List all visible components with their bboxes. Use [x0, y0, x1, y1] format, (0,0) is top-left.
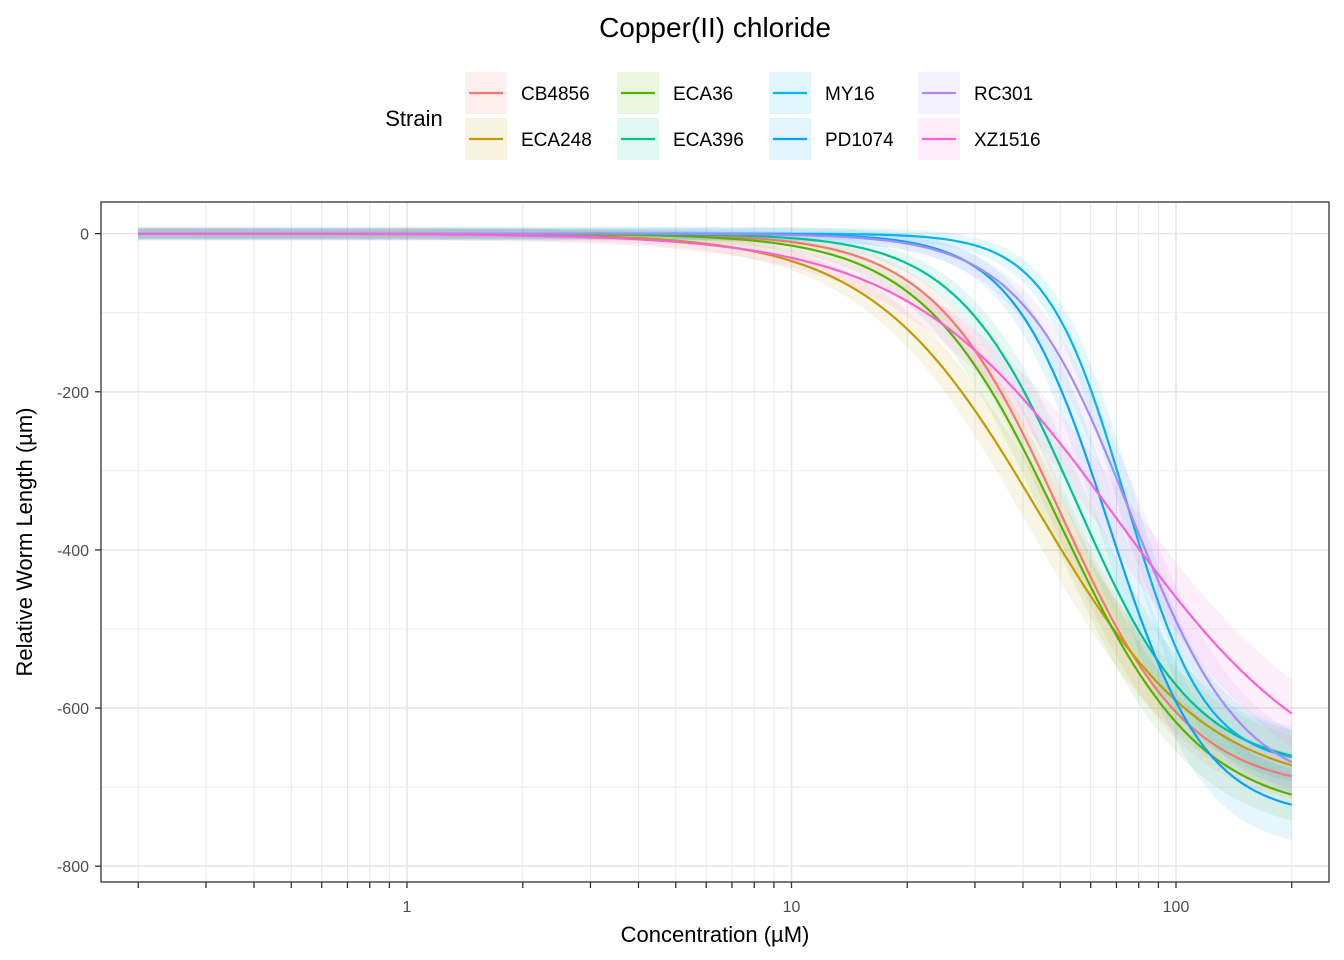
- legend-label-cb4856: CB4856: [521, 84, 590, 105]
- x-tick-label: 1: [403, 899, 412, 916]
- series-line-xz1516: [138, 232, 1293, 715]
- y-tick-label: -200: [57, 385, 89, 402]
- legend-label-my16: MY16: [825, 84, 875, 105]
- x-tick-label: 10: [783, 899, 801, 916]
- y-axis-title: Relative Worm Length (µm): [12, 407, 37, 676]
- legend-title: Strain: [385, 106, 442, 131]
- legend-label-xz1516: XZ1516: [974, 130, 1041, 151]
- legend-label-rc301: RC301: [974, 84, 1033, 105]
- legend-label-eca36: ECA36: [673, 84, 733, 105]
- chart-title: Copper(II) chloride: [599, 12, 831, 43]
- panel-border: [100, 201, 1330, 883]
- plot-panel: [101, 202, 1329, 882]
- series-lines: [138, 232, 1293, 806]
- x-axis-title: Concentration (µM): [621, 922, 810, 947]
- y-tick-label: -600: [57, 701, 89, 718]
- x-tick-label: 100: [1163, 899, 1190, 916]
- confidence-band-eca396: [138, 228, 1292, 782]
- grid: [101, 202, 1329, 882]
- plot-background: [101, 202, 1329, 882]
- y-tick-label: -800: [57, 859, 89, 876]
- y-tick-label: 0: [80, 227, 89, 244]
- legend: Strain CB4856 ECA248 ECA36 ECA396 MY16 PD1074…: [385, 72, 1041, 160]
- y-tick-label: -400: [57, 543, 89, 560]
- legend-label-eca248: ECA248: [521, 130, 592, 151]
- axes: 0 -200 -400 -600 -800 1 10 100: [57, 227, 1293, 916]
- plot-frame: [100, 201, 1330, 883]
- legend-label-eca396: ECA396: [673, 130, 744, 151]
- legend-label-pd1074: PD1074: [825, 130, 894, 151]
